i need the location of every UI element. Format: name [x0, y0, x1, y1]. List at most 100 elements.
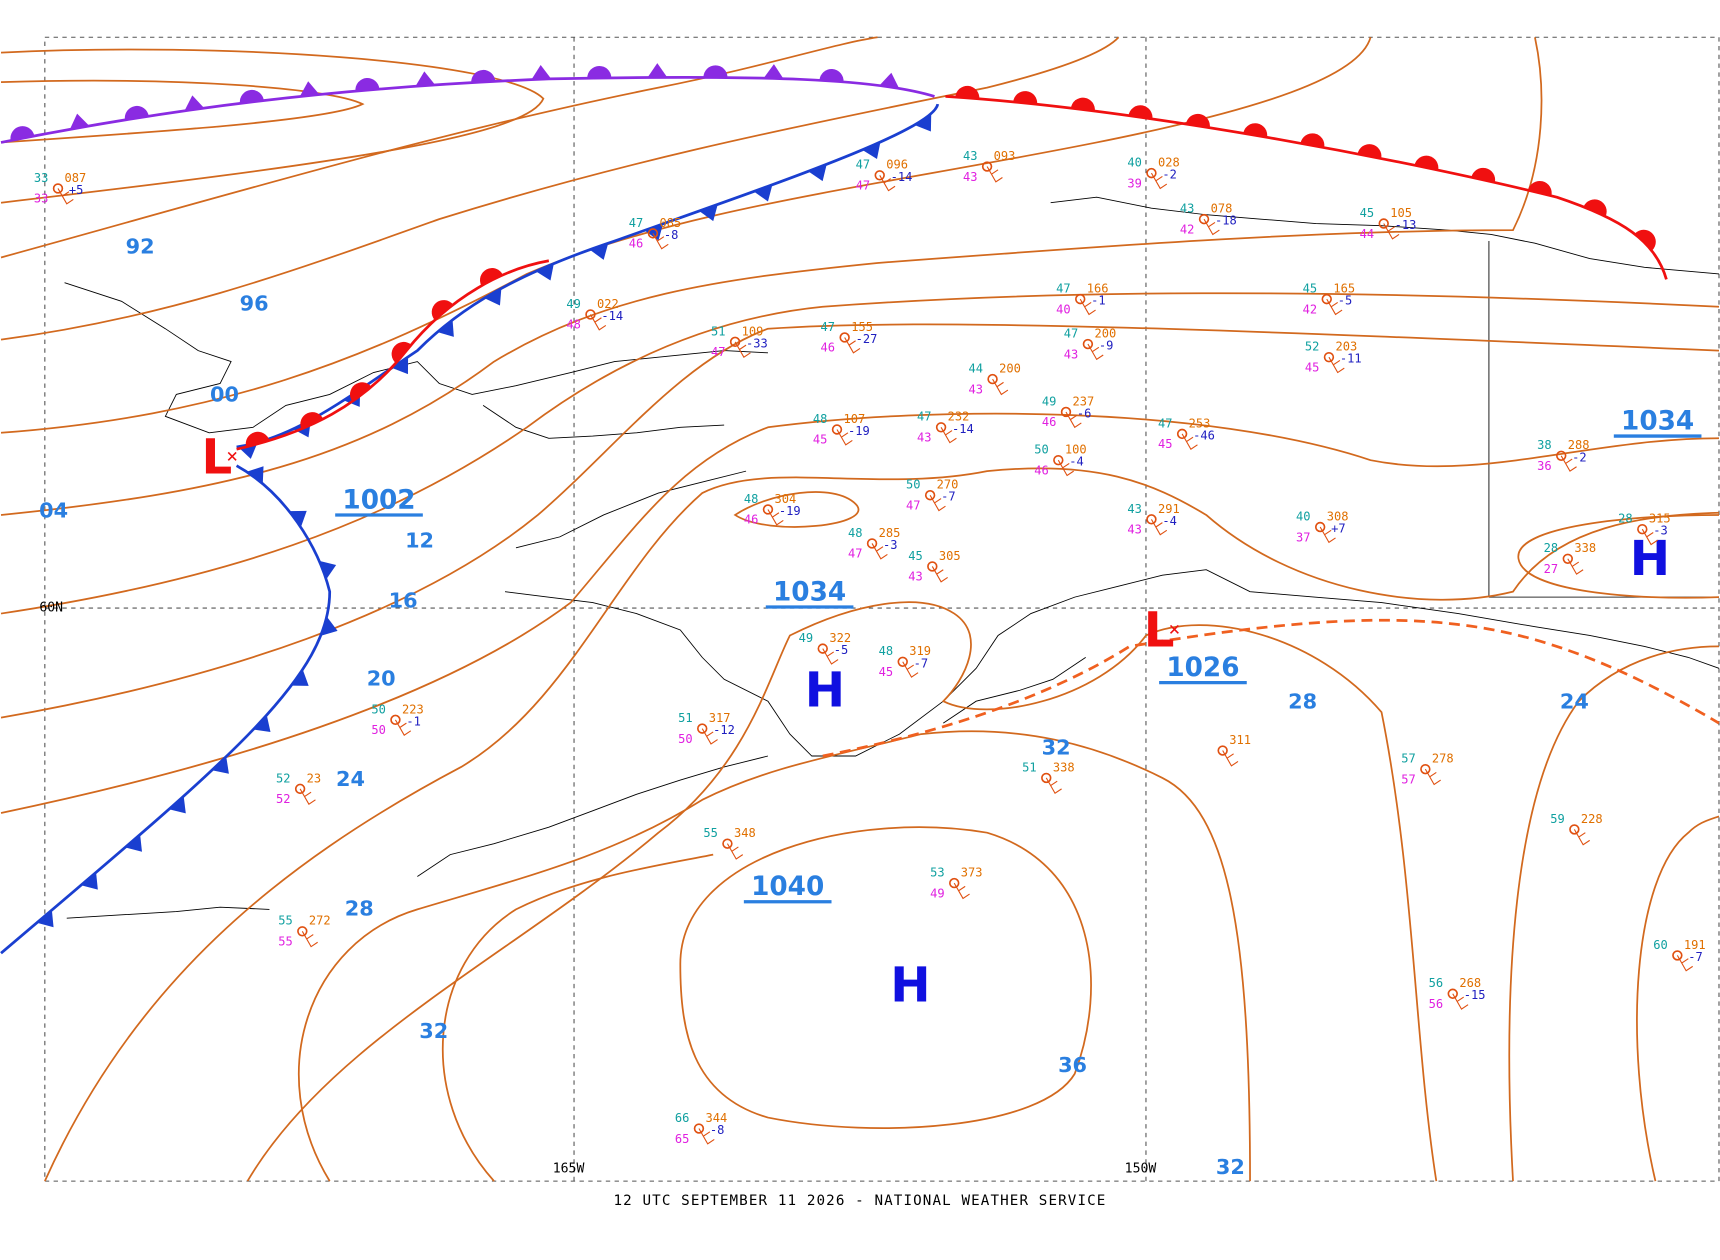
station-marker	[1569, 824, 1580, 835]
station-temp: 49	[566, 297, 581, 311]
wind-barb	[1150, 172, 1168, 190]
station-dewpoint: 43	[908, 570, 923, 584]
wind-barb	[1383, 223, 1400, 240]
center-pressure: 1026	[1166, 653, 1239, 683]
lat-label: 60N	[39, 600, 63, 615]
wind-barb	[871, 543, 888, 560]
station-pressure: 308	[1327, 509, 1349, 523]
station-temp: 51	[711, 324, 726, 338]
station-marker	[1075, 293, 1086, 305]
station-dewpoint: 56	[1429, 997, 1444, 1011]
station-pressure: 232	[948, 410, 970, 424]
center-pressure: 1034	[773, 577, 846, 607]
station-marker	[1321, 293, 1332, 305]
isobar-label: 92	[126, 235, 155, 259]
wind-barb	[57, 188, 74, 205]
station-dewpoint: 50	[371, 723, 386, 737]
station-tendency: -18	[1215, 214, 1237, 228]
front-semicircle	[239, 89, 264, 104]
station-pressure: 291	[1158, 502, 1180, 516]
wind-barb	[1087, 343, 1104, 361]
isobar-label: 28	[1288, 689, 1317, 713]
station-temp: 33	[34, 171, 49, 185]
station-tendency: -3	[1653, 524, 1668, 538]
station-dewpoint: 46	[1042, 415, 1057, 429]
station-pressure: 022	[597, 297, 619, 311]
isobar-label: 36	[1058, 1053, 1087, 1077]
front-semicircle	[1635, 229, 1656, 251]
station-pressure: 087	[65, 171, 87, 185]
front	[0, 464, 332, 955]
front-triangle	[211, 756, 229, 774]
station-temp: 52	[276, 771, 291, 785]
isobar-label: 24	[1560, 689, 1589, 713]
wind-barb	[698, 1128, 715, 1145]
station-pressure: 203	[1336, 340, 1358, 354]
station-pressure: 338	[1053, 760, 1075, 774]
station-dewpoint: 45	[813, 433, 828, 447]
station-temp: 48	[879, 644, 894, 658]
station-pressure: 305	[939, 549, 961, 563]
station-tendency: +5	[69, 183, 84, 197]
front-triangle	[484, 288, 502, 306]
station-pressure: 304	[775, 492, 797, 506]
center-x: ×	[226, 444, 238, 467]
station-marker	[294, 783, 306, 795]
station-tendency: -5	[834, 643, 849, 657]
front	[236, 103, 940, 449]
wind-barb	[1326, 298, 1343, 316]
wind-barb	[986, 166, 1003, 183]
front-triangle	[589, 243, 609, 260]
station-dewpoint: 45	[1158, 437, 1173, 451]
wind-barb	[1452, 993, 1469, 1010]
isobar-label: 24	[336, 767, 365, 791]
station-tendency: -7	[941, 490, 956, 504]
station-pressure: 237	[1073, 394, 1095, 408]
station-dewpoint: 37	[1296, 530, 1311, 544]
wind-barb	[1045, 777, 1062, 795]
isobar-label: 16	[389, 589, 418, 613]
station-dewpoint: 47	[711, 345, 726, 359]
station-temp: 50	[371, 702, 386, 716]
station-dewpoint: 46	[821, 341, 836, 355]
wind-barb	[1181, 433, 1198, 450]
station-tendency: -8	[710, 1123, 725, 1137]
station-pressure: 155	[851, 320, 873, 334]
front-semicircle	[1527, 180, 1552, 196]
station-tendency: -19	[848, 424, 870, 438]
station-pressure: 228	[1581, 812, 1603, 826]
station-tendency: -1	[1091, 294, 1106, 308]
station-temp: 47	[1064, 326, 1079, 340]
station-marker	[1637, 523, 1648, 535]
wind-barb	[1079, 298, 1096, 316]
station-marker	[722, 838, 733, 849]
front-triangle	[699, 204, 718, 222]
station-temp: 55	[278, 914, 293, 928]
station-temp: 48	[744, 492, 759, 506]
front-semicircle	[1357, 144, 1382, 159]
station-marker	[693, 1123, 705, 1134]
station-pressure: 166	[1087, 282, 1109, 296]
station-pressure: 107	[844, 412, 866, 426]
front-triangle	[763, 64, 784, 79]
station-pressure: 311	[1229, 733, 1251, 747]
front-triangle	[289, 510, 307, 528]
station-dewpoint: 42	[1303, 302, 1318, 316]
front-semicircle	[1243, 123, 1268, 138]
front-semicircle	[479, 268, 503, 286]
station-tendency: -4	[1069, 455, 1084, 469]
fronts	[0, 63, 1668, 955]
station-dewpoint: 47	[856, 179, 871, 193]
station-marker	[1217, 745, 1228, 756]
station-marker	[729, 336, 741, 348]
isobar	[1508, 645, 1719, 1182]
station-temp: 51	[678, 711, 693, 725]
front-semicircle	[819, 68, 844, 82]
station-dewpoint: 44	[1360, 227, 1375, 241]
station-temp: 48	[813, 412, 828, 426]
station-tendency: -12	[713, 723, 735, 737]
isobar-label: 32	[1042, 735, 1071, 759]
station-marker	[52, 183, 64, 194]
station-dewpoint: 27	[1544, 562, 1559, 576]
